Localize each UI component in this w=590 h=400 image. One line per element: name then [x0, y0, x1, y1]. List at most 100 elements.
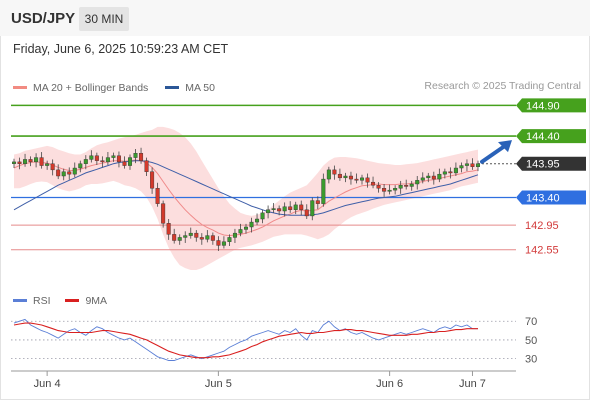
candle-body — [194, 232, 199, 238]
candle-body — [205, 235, 210, 240]
legend-label-ma50: MA 50 — [185, 81, 215, 94]
header-bar: USD/JPY 30 MIN — [0, 0, 590, 36]
rsi-tick-label: 70 — [525, 316, 537, 328]
symbol-title: USD/JPY — [11, 10, 76, 27]
ma50-line — [13, 160, 479, 216]
candle-body — [111, 155, 116, 158]
candle-body — [398, 185, 403, 189]
candle-body — [326, 169, 331, 180]
candle-body — [50, 163, 55, 171]
legend-item-ma50: MA 50 — [165, 82, 215, 94]
candle-body — [89, 155, 94, 160]
candle-body — [56, 169, 61, 177]
candle-body — [61, 171, 66, 177]
candle-body — [17, 161, 22, 164]
candle-body — [72, 167, 77, 175]
candle-body — [144, 160, 149, 172]
candle-body — [249, 221, 254, 228]
candle-body — [448, 171, 453, 174]
candle-body — [221, 241, 226, 246]
candle-body — [210, 235, 215, 241]
candle-body — [150, 171, 155, 189]
candle-body — [133, 153, 138, 158]
candle-body — [415, 180, 420, 185]
candle-body — [266, 209, 271, 214]
candle-body — [238, 229, 243, 234]
candle-body — [293, 204, 298, 210]
candle-body — [232, 232, 237, 238]
candle-body — [183, 235, 188, 238]
level-label-0: 144.90 — [526, 100, 560, 112]
candle-body — [393, 188, 398, 191]
level-label-5: 142.55 — [525, 245, 559, 257]
candle-body — [116, 155, 121, 163]
candle-body — [282, 206, 287, 212]
x-tick-label: Jun 4 — [34, 378, 61, 390]
candle-body — [299, 204, 304, 210]
candle-body — [227, 237, 232, 242]
legend-label-rsi: RSI — [33, 294, 51, 307]
rsi-tick-label: 50 — [525, 335, 537, 347]
candle-body — [23, 159, 28, 164]
candle-body — [459, 165, 464, 169]
rsi-9ma-line — [13, 322, 478, 359]
legend-swatch-ma50 — [165, 86, 180, 89]
candle-body — [271, 208, 276, 210]
rsi-legend: RSI 9MA — [13, 293, 119, 307]
level-tag-1 — [516, 129, 586, 144]
legend-item-ma20: MA 20 + Bollinger Bands — [13, 82, 148, 94]
level-label-1: 144.40 — [526, 131, 560, 143]
level-label-4: 142.95 — [525, 220, 559, 232]
legend-swatch-rsi — [13, 299, 27, 302]
candle-body — [360, 177, 365, 181]
legend-swatch-9ma — [65, 299, 80, 302]
level-label-3: 143.40 — [526, 193, 560, 205]
candle-body — [177, 237, 182, 241]
candle-body — [172, 234, 177, 241]
candle-body — [78, 163, 83, 169]
candle-body — [67, 171, 72, 175]
rsi-tick-label: 30 — [525, 354, 537, 366]
candle-body — [431, 175, 436, 180]
legend-item-9ma: 9MA — [65, 295, 107, 307]
candle-body — [442, 171, 447, 175]
candle-body — [365, 177, 370, 183]
candle-body — [94, 155, 99, 161]
candle-body — [382, 188, 387, 192]
candle-body — [199, 237, 204, 240]
level-label-2: 143.95 — [526, 159, 560, 171]
candle-body — [321, 178, 326, 204]
candle-body — [260, 212, 265, 220]
legend-item-rsi: RSI — [13, 295, 51, 307]
candle-body — [122, 161, 127, 166]
candle-body — [45, 163, 50, 166]
candle-body — [188, 232, 193, 236]
forecast-arrow-shaft — [480, 143, 508, 164]
candle-body — [453, 167, 458, 174]
candle-body — [100, 160, 105, 163]
candle-body — [343, 175, 348, 179]
bollinger-band-area — [14, 126, 478, 271]
candle-body — [255, 218, 260, 223]
candle-body — [216, 240, 221, 246]
candle-body — [426, 175, 431, 179]
legend-label-ma20: MA 20 + Bollinger Bands — [33, 81, 149, 94]
candle-body — [243, 226, 248, 230]
candle-body — [348, 175, 353, 180]
candle-body — [476, 163, 481, 167]
candle-body — [310, 200, 315, 217]
candle-body — [404, 185, 409, 187]
candle-body — [420, 177, 425, 181]
legend-swatch-ma20 — [13, 86, 27, 89]
candle-body — [470, 163, 475, 167]
candle-body — [139, 153, 144, 161]
candle-body — [277, 208, 282, 212]
candles — [11, 147, 481, 251]
candle-body — [354, 178, 359, 181]
credit-text: Research © 2025 Trading Central — [424, 80, 581, 92]
candle-body — [409, 183, 414, 187]
forecast-arrow-head — [498, 140, 512, 153]
x-tick-label: Jun 5 — [205, 378, 232, 390]
period-button[interactable]: 30 MIN — [79, 7, 129, 31]
